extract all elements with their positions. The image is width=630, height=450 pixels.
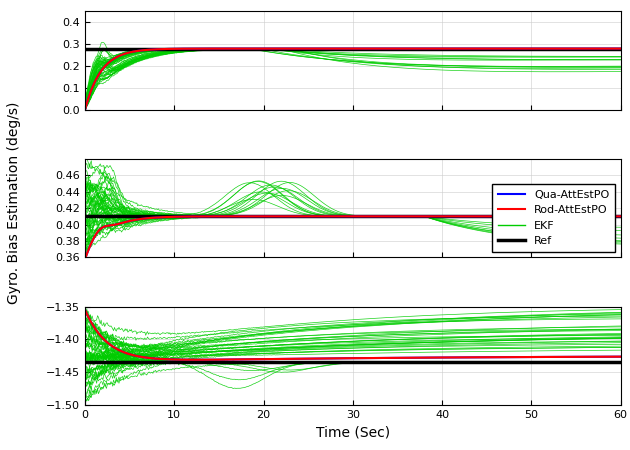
Rod-AttEstPO xyxy=(258,214,266,219)
Rod-AttEstPO xyxy=(581,214,588,219)
Line: Qua-AttEstPO: Qua-AttEstPO xyxy=(85,216,621,259)
Qua-AttEstPO xyxy=(115,221,123,226)
Qua-AttEstPO xyxy=(258,214,266,219)
Rod-AttEstPO xyxy=(508,214,515,219)
Rod-AttEstPO xyxy=(181,214,189,219)
X-axis label: Time (Sec): Time (Sec) xyxy=(316,425,390,439)
Text: Gyro. Bias Estimation (deg/s): Gyro. Bias Estimation (deg/s) xyxy=(7,101,21,304)
Qua-AttEstPO xyxy=(181,214,189,219)
Qua-AttEstPO xyxy=(81,256,89,261)
Line: Rod-AttEstPO: Rod-AttEstPO xyxy=(85,216,621,259)
Qua-AttEstPO xyxy=(617,214,624,219)
Qua-AttEstPO xyxy=(508,214,515,219)
Rod-AttEstPO xyxy=(617,214,624,219)
Qua-AttEstPO xyxy=(581,214,588,219)
Rod-AttEstPO xyxy=(600,214,607,219)
Rod-AttEstPO xyxy=(115,221,123,226)
Legend: Qua-AttEstPO, Rod-AttEstPO, EKF, Ref: Qua-AttEstPO, Rod-AttEstPO, EKF, Ref xyxy=(492,184,615,252)
Rod-AttEstPO xyxy=(81,256,89,261)
Qua-AttEstPO xyxy=(600,214,607,219)
